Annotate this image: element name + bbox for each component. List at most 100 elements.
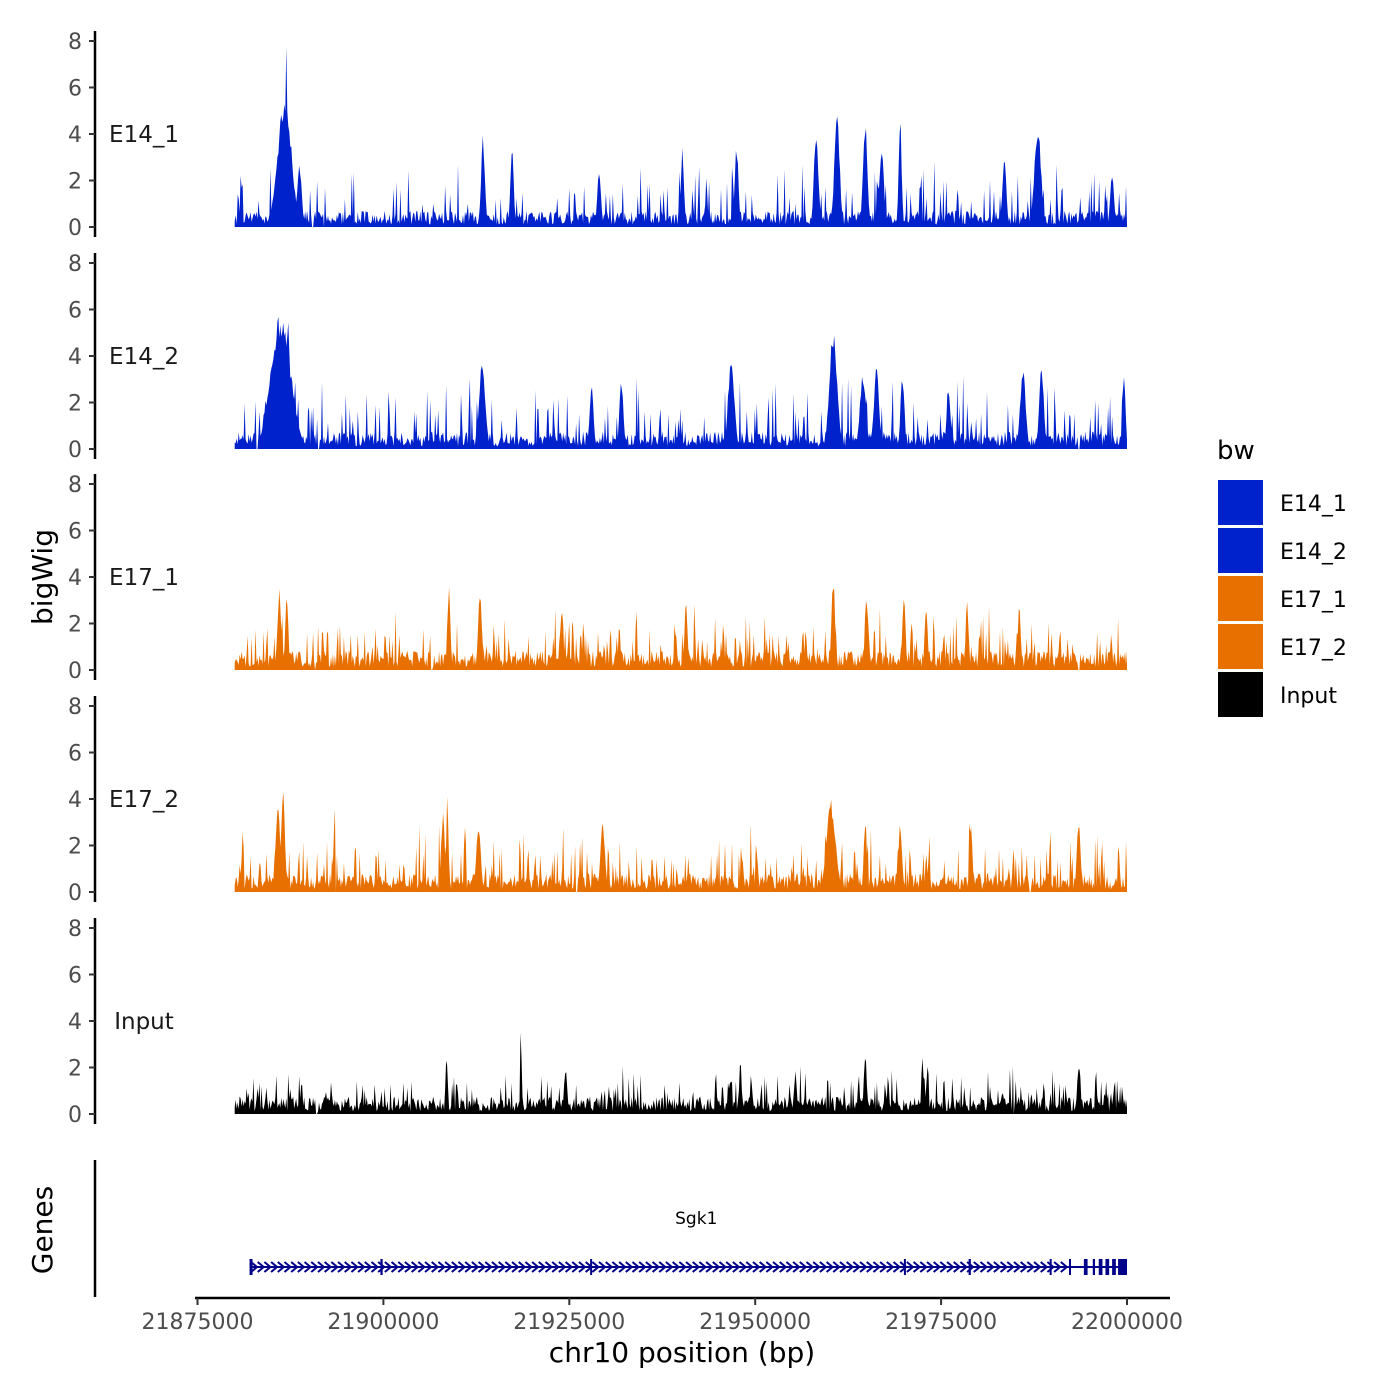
strand-arrow	[712, 1261, 721, 1273]
strand-arrow	[665, 1261, 674, 1273]
strand-arrow	[484, 1261, 493, 1273]
strand-arrow	[671, 1261, 681, 1273]
strand-arrow	[511, 1261, 520, 1273]
strand-arrow	[598, 1261, 607, 1273]
strand-arrow	[431, 1261, 440, 1273]
strand-arrow	[832, 1261, 841, 1273]
strand-arrow	[618, 1261, 627, 1273]
strand-arrow	[531, 1261, 540, 1273]
strand-arrow	[611, 1261, 620, 1273]
strand-arrow	[437, 1261, 446, 1273]
y-tick-label: 8	[68, 252, 82, 277]
gene-exon	[1098, 1259, 1103, 1275]
y-tick-label: 0	[68, 1103, 82, 1128]
legend-label: Input	[1280, 684, 1337, 709]
strand-arrow	[651, 1261, 661, 1273]
legend-swatch	[1218, 528, 1263, 573]
strand-arrow	[805, 1261, 815, 1273]
x-tick-label: 22000000	[1071, 1310, 1183, 1335]
gene-exon	[1112, 1259, 1116, 1275]
strand-arrow	[859, 1261, 868, 1273]
strand-arrow	[745, 1261, 754, 1273]
gene-exon	[1068, 1259, 1071, 1275]
strand-arrow	[344, 1261, 353, 1273]
y-tick-label: 2	[68, 613, 82, 638]
strand-arrow	[357, 1261, 366, 1273]
strand-arrow	[464, 1261, 473, 1273]
strand-arrow	[404, 1261, 413, 1273]
strand-arrow	[1040, 1261, 1049, 1273]
y-tick-label: 0	[68, 659, 82, 684]
strand-arrow	[785, 1261, 794, 1273]
strand-arrow	[591, 1261, 600, 1273]
gene-exon	[1092, 1259, 1096, 1275]
x-tick-label: 21975000	[885, 1310, 997, 1335]
strand-arrow	[986, 1261, 995, 1273]
y-tick-label: 8	[68, 695, 82, 720]
strand-arrow	[946, 1261, 955, 1273]
x-tick-label: 21900000	[327, 1310, 439, 1335]
strand-arrow	[872, 1261, 881, 1273]
strand-arrow	[932, 1261, 942, 1273]
strand-arrow	[370, 1261, 380, 1273]
y-tick-label: 6	[68, 520, 82, 545]
y-tick-label: 4	[68, 345, 82, 370]
strand-arrow	[578, 1261, 587, 1273]
signal-area-input	[234, 1032, 1127, 1114]
strand-arrow	[772, 1261, 781, 1273]
strand-arrow	[692, 1261, 701, 1273]
strand-arrow	[364, 1261, 373, 1273]
strand-arrow	[297, 1261, 306, 1273]
strand-arrow	[973, 1261, 982, 1273]
y-tick-label: 2	[68, 835, 82, 860]
strand-arrow	[310, 1261, 319, 1273]
legend-swatch	[1218, 576, 1263, 621]
gene-exon	[249, 1259, 253, 1275]
strand-arrow	[758, 1261, 768, 1273]
strand-arrow	[571, 1261, 580, 1273]
x-tick-label: 21875000	[142, 1310, 254, 1335]
strand-arrow	[919, 1261, 928, 1273]
strand-arrow	[685, 1261, 694, 1273]
y-tick-label: 8	[68, 30, 82, 55]
strand-arrow	[1013, 1261, 1022, 1273]
gene-track: Sgk1	[93, 1160, 1127, 1297]
gene-exon	[968, 1259, 971, 1275]
legend-label: E14_2	[1280, 540, 1347, 565]
legend-label: E17_2	[1280, 636, 1347, 661]
strand-arrow	[518, 1261, 527, 1273]
strand-arrow	[410, 1261, 420, 1273]
y-tick-label: 0	[68, 881, 82, 906]
y-tick-label: 0	[68, 216, 82, 241]
panel-e17-2: 0 2 4 6 8 E17_2	[68, 695, 1127, 906]
panel-e17-1: 0 2 4 6 8 E17_1	[68, 473, 1127, 684]
strand-arrow	[926, 1261, 935, 1273]
gene-exon	[903, 1259, 906, 1275]
strand-arrow	[257, 1261, 266, 1273]
strand-arrow	[384, 1261, 393, 1273]
strand-arrow	[277, 1261, 286, 1273]
strand-arrow	[886, 1261, 895, 1273]
genes-axis-title: Genes	[26, 1186, 59, 1274]
strand-arrow	[317, 1261, 326, 1273]
strand-arrow	[1033, 1261, 1042, 1273]
strand-arrow	[625, 1261, 634, 1273]
strand-arrow	[323, 1261, 333, 1273]
y-tick-label: 8	[68, 917, 82, 942]
strand-arrow	[939, 1261, 948, 1273]
legend-swatch	[1218, 480, 1263, 525]
strand-arrow	[330, 1261, 339, 1273]
strand-arrow	[799, 1261, 808, 1273]
strand-arrow	[718, 1261, 728, 1273]
strand-arrow	[524, 1261, 533, 1273]
x-tick-label: 21950000	[699, 1310, 811, 1335]
legend: bw E14_1 E14_2 E17_1 E17_2 Input	[1217, 436, 1347, 717]
strand-arrow	[906, 1261, 915, 1273]
legend-swatch	[1218, 624, 1263, 669]
strand-arrow	[765, 1261, 774, 1273]
strand-arrow	[504, 1261, 513, 1273]
strand-arrow	[1026, 1261, 1035, 1273]
y-tick-label: 4	[68, 566, 82, 591]
strand-arrow	[457, 1261, 467, 1273]
